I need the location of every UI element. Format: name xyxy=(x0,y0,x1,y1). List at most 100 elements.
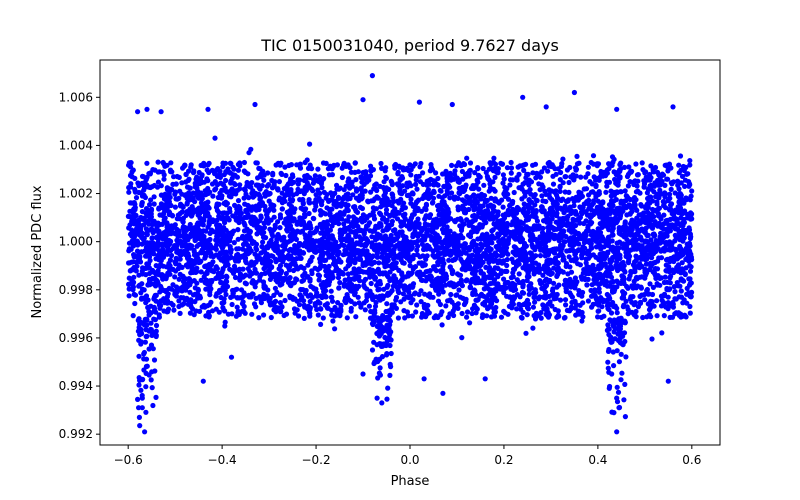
data-point xyxy=(302,270,308,276)
data-point xyxy=(396,267,402,273)
data-point xyxy=(169,286,175,292)
data-point xyxy=(222,323,228,329)
data-point xyxy=(352,160,358,166)
data-point xyxy=(550,181,557,187)
data-point xyxy=(410,297,416,303)
data-point xyxy=(176,174,182,180)
data-point xyxy=(375,295,382,301)
data-point xyxy=(541,248,547,254)
data-point xyxy=(220,284,226,290)
data-point xyxy=(130,284,136,290)
data-point xyxy=(337,313,343,319)
data-point xyxy=(541,294,547,301)
data-point xyxy=(316,238,322,244)
data-point xyxy=(235,167,241,173)
data-point xyxy=(268,229,274,235)
data-point xyxy=(641,210,647,216)
data-point xyxy=(268,314,274,321)
data-point xyxy=(235,187,241,193)
data-point xyxy=(283,311,290,317)
data-point xyxy=(670,303,676,309)
data-point xyxy=(393,294,400,301)
data-point xyxy=(460,188,467,194)
data-point xyxy=(187,221,193,228)
data-point xyxy=(223,177,229,184)
chart-title: TIC 0150031040, period 9.7627 days xyxy=(260,36,559,55)
data-point xyxy=(494,298,500,304)
data-point xyxy=(464,309,471,315)
data-point xyxy=(524,297,531,303)
data-point xyxy=(242,169,249,175)
data-point xyxy=(321,176,327,182)
data-point xyxy=(129,278,135,284)
data-point xyxy=(577,262,584,268)
data-point xyxy=(685,171,691,177)
data-point xyxy=(319,202,325,208)
data-point xyxy=(673,247,679,253)
data-point xyxy=(230,172,236,178)
data-point xyxy=(481,286,487,292)
data-point xyxy=(139,193,145,199)
data-point xyxy=(404,165,410,171)
data-point xyxy=(617,175,623,181)
data-point xyxy=(604,291,610,298)
data-point xyxy=(206,314,212,320)
data-point xyxy=(567,164,573,171)
data-point xyxy=(402,205,408,211)
data-point xyxy=(654,313,660,319)
data-point xyxy=(181,248,187,255)
data-point xyxy=(373,299,379,306)
data-point xyxy=(501,290,507,296)
data-point xyxy=(180,218,186,225)
data-point xyxy=(389,182,395,188)
data-point xyxy=(182,162,188,168)
data-point xyxy=(669,314,676,320)
data-point xyxy=(501,276,507,282)
data-point xyxy=(574,153,580,159)
data-point xyxy=(536,181,542,187)
data-point xyxy=(279,243,286,249)
data-point xyxy=(309,237,315,243)
data-point xyxy=(198,200,204,206)
data-point xyxy=(210,193,216,199)
data-point xyxy=(623,253,629,259)
data-point xyxy=(202,252,209,258)
data-point xyxy=(498,286,504,292)
data-point xyxy=(514,175,520,181)
data-point xyxy=(530,325,536,331)
data-point xyxy=(127,164,134,170)
data-point xyxy=(353,177,359,183)
data-point xyxy=(662,274,668,280)
data-point xyxy=(302,212,308,218)
data-point xyxy=(295,181,301,187)
data-point xyxy=(190,292,197,298)
data-point xyxy=(428,274,434,280)
data-point xyxy=(635,242,642,248)
data-point xyxy=(301,221,307,227)
data-point xyxy=(463,278,469,284)
data-point xyxy=(687,303,693,310)
data-point xyxy=(539,193,545,199)
data-point xyxy=(277,162,283,168)
data-point xyxy=(428,162,434,168)
data-point xyxy=(669,181,675,187)
data-point xyxy=(316,277,322,283)
data-point xyxy=(614,310,620,316)
data-point xyxy=(236,209,242,215)
data-point xyxy=(381,286,387,292)
data-point xyxy=(510,287,517,293)
data-point xyxy=(394,216,401,222)
data-point xyxy=(395,315,401,321)
data-point xyxy=(261,312,267,318)
data-point xyxy=(152,167,158,173)
data-point xyxy=(141,235,147,241)
data-point xyxy=(473,310,479,316)
data-point xyxy=(579,276,585,282)
data-point xyxy=(528,191,534,197)
data-point xyxy=(380,228,386,234)
data-point xyxy=(179,302,185,308)
data-point xyxy=(406,295,412,301)
data-point xyxy=(282,198,288,204)
data-point xyxy=(689,188,695,194)
data-point xyxy=(318,212,324,218)
